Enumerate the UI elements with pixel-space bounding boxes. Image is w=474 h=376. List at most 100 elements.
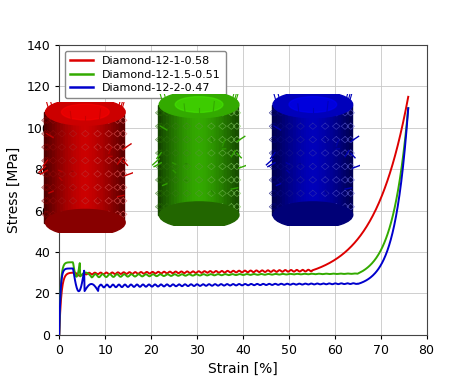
Bar [44,112,47,223]
Bar [116,112,119,223]
Bar [176,105,180,215]
Bar [272,105,275,215]
Bar [97,112,100,223]
Bar [216,105,219,215]
Bar [283,105,285,215]
Bar [232,105,236,215]
Bar [235,105,238,215]
Bar [346,105,349,215]
Y-axis label: Stress [MPa]: Stress [MPa] [7,147,21,233]
Bar [190,105,193,215]
Bar [219,105,222,215]
X-axis label: Strain [%]: Strain [%] [208,362,278,376]
Bar [95,112,98,223]
Ellipse shape [62,104,109,120]
Bar [174,105,177,215]
Bar [203,105,206,215]
Bar [179,105,182,215]
Ellipse shape [175,97,223,112]
Bar [209,105,211,215]
Legend: Diamond-12-1-0.58, Diamond-12-1.5-0.51, Diamond-12-2-0.47: Diamond-12-1-0.58, Diamond-12-1.5-0.51, … [65,51,226,99]
Bar [73,112,76,223]
Bar [63,112,66,223]
Bar [288,105,291,215]
Bar [311,105,315,215]
Ellipse shape [289,97,337,112]
Ellipse shape [159,202,239,228]
Bar [110,112,114,223]
Bar [71,112,74,223]
Ellipse shape [273,91,353,118]
Bar [222,105,225,215]
Bar [198,105,201,215]
Bar [211,105,214,215]
Bar [338,105,341,215]
Bar [227,105,230,215]
Bar [158,105,161,215]
Bar [89,112,92,223]
Bar [65,112,69,223]
Bar [341,105,344,215]
Bar [274,105,277,215]
Bar [296,105,299,215]
Bar [84,112,87,223]
Bar [79,112,82,223]
Bar [92,112,95,223]
Bar [82,112,84,223]
Ellipse shape [273,202,353,228]
Bar [68,112,71,223]
Bar [49,112,53,223]
Bar [192,105,196,215]
Bar [328,105,330,215]
Bar [57,112,61,223]
Bar [55,112,58,223]
Bar [301,105,304,215]
Bar [187,105,190,215]
Bar [195,105,198,215]
Bar [285,105,288,215]
Bar [314,105,317,215]
Bar [277,105,280,215]
Bar [333,105,336,215]
Bar [293,105,296,215]
Bar [317,105,320,215]
Bar [100,112,103,223]
Bar [229,105,233,215]
Bar [280,105,283,215]
Bar [118,112,122,223]
Bar [319,105,323,215]
Ellipse shape [159,91,239,118]
Bar [163,105,166,215]
Bar [224,105,228,215]
Bar [52,112,55,223]
Bar [201,105,203,215]
Bar [87,112,90,223]
Bar [336,105,338,215]
Bar [325,105,328,215]
Bar [330,105,333,215]
Bar [47,112,50,223]
Bar [171,105,174,215]
Bar [206,105,209,215]
Bar [102,112,106,223]
Bar [303,105,307,215]
Bar [161,105,164,215]
Bar [309,105,312,215]
Ellipse shape [46,99,125,125]
Bar [105,112,109,223]
Bar [298,105,301,215]
Bar [214,105,217,215]
Bar [60,112,63,223]
Bar [343,105,346,215]
Bar [290,105,293,215]
Bar [322,105,325,215]
Bar [184,105,188,215]
Bar [166,105,169,215]
Bar [169,105,172,215]
Bar [113,112,116,223]
Bar [349,105,352,215]
Bar [76,112,79,223]
Bar [306,105,310,215]
Bar [108,112,111,223]
Bar [182,105,185,215]
